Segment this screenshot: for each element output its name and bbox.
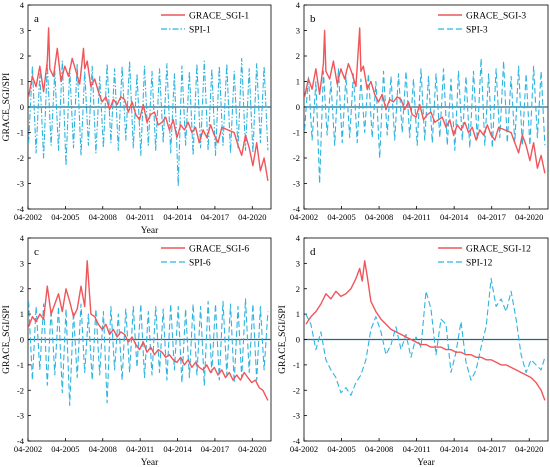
- x-tick-label: 04-2014: [440, 444, 469, 454]
- y-tick-label: -4: [293, 204, 301, 214]
- x-tick-label: 04-2005: [327, 212, 355, 222]
- x-tick-label: 04-2008: [365, 444, 393, 454]
- y-tick-label: 4: [20, 233, 25, 243]
- x-tick-label: 04-2005: [51, 444, 79, 454]
- y-tick-label: -2: [293, 385, 300, 395]
- y-axis-title: GRACE_SGI/SPI: [2, 73, 12, 142]
- legend-entry: SPI-3: [466, 26, 488, 36]
- plot-area: [28, 260, 269, 407]
- series-line-spi-1: [28, 57, 269, 187]
- y-tick-label: -2: [17, 385, 24, 395]
- x-tick-label: 04-2020: [515, 444, 543, 454]
- y-tick-label: -2: [293, 153, 300, 163]
- legend-entry: GRACE_SGI-1: [189, 12, 249, 22]
- x-tick-label: 04-2002: [290, 212, 318, 222]
- series-line-spi-12: [305, 278, 546, 396]
- y-tick-label: 4: [296, 233, 301, 243]
- series-line-spi-3: [304, 57, 546, 185]
- legend-entry: GRACE_SGI-6: [189, 245, 249, 255]
- panel-label: d: [310, 246, 316, 258]
- x-tick-label: 04-2011: [403, 212, 431, 222]
- x-tick-label: 04-2020: [238, 212, 266, 222]
- y-axis-title: GRACE_SGI/SPI: [2, 305, 12, 374]
- x-tick-label: 04-2011: [126, 212, 154, 222]
- y-tick-label: 3: [20, 26, 24, 36]
- y-tick-label: -1: [17, 128, 24, 138]
- y-tick-label: -3: [17, 179, 24, 189]
- series-line-grace-sgi-6: [28, 260, 269, 401]
- series-line-grace-sgi-12: [305, 260, 546, 401]
- chart-panel-c: -4 -3 -2 -1 0 1 2 3 4 04-2002 04-2005 04-2008 04-201…: [2, 233, 272, 467]
- y-tick-label: 2: [20, 284, 24, 294]
- x-tick-label: 04-2017: [478, 212, 506, 222]
- x-axis-title: Year: [141, 458, 159, 467]
- y-tick-label: -3: [17, 411, 24, 421]
- x-tick-label: 04-2020: [515, 212, 543, 222]
- x-tick-label: 04-2014: [163, 212, 192, 222]
- panel-label: b: [310, 13, 316, 25]
- legend-entry: SPI-1: [189, 26, 211, 36]
- y-tick-label: -1: [293, 128, 300, 138]
- x-tick-label: 04-2017: [478, 444, 506, 454]
- x-tick-label: 04-2011: [126, 444, 154, 454]
- x-tick-label: 04-2002: [290, 444, 318, 454]
- plot-area: [304, 27, 546, 185]
- x-tick-label: 04-2005: [327, 444, 355, 454]
- y-tick-label: 3: [296, 26, 300, 36]
- y-tick-label: -1: [293, 360, 300, 370]
- y-tick-label: 0: [20, 335, 24, 345]
- y-tick-label: 4: [20, 0, 25, 10]
- y-tick-label: -1: [17, 360, 24, 370]
- series-line-spi-6: [28, 298, 269, 407]
- x-tick-label: 04-2011: [403, 444, 431, 454]
- y-tick-label: 0: [20, 102, 24, 112]
- y-tick-label: 3: [20, 258, 24, 268]
- panel-label: c: [34, 246, 39, 258]
- chart-panel-b: -4 -3 -2 -1 0 1 2 3 4 04-2002 04-2005 04-2008 04-201…: [290, 0, 549, 222]
- x-tick-label: 04-2008: [89, 212, 117, 222]
- plot-area: [28, 27, 269, 187]
- x-tick-label: 04-2014: [440, 212, 469, 222]
- legend-entry: SPI-12: [466, 259, 493, 269]
- x-tick-label: 04-2008: [89, 444, 117, 454]
- series-line-grace-sgi-3: [304, 27, 546, 174]
- plot-area: [305, 260, 546, 401]
- y-tick-label: 1: [20, 309, 24, 319]
- y-axis-title: GRACE_SGI/SPI: [278, 305, 288, 374]
- y-tick-label: -4: [17, 436, 25, 446]
- x-tick-label: 04-2014: [163, 444, 192, 454]
- panel-label: a: [34, 13, 39, 25]
- x-tick-label: 04-2008: [365, 212, 393, 222]
- y-tick-label: -2: [17, 153, 24, 163]
- series-line-grace-sgi-1: [28, 27, 269, 182]
- x-tick-label: 04-2002: [14, 444, 42, 454]
- y-tick-label: 2: [20, 51, 24, 61]
- chart-panel-a: -4 -3 -2 -1 0 1 2 3 4 04-2002 04-2005 04-2008 04-201…: [2, 0, 272, 236]
- legend-entry: GRACE_SGI-12: [466, 245, 531, 255]
- y-tick-label: 3: [296, 258, 300, 268]
- y-tick-label: -3: [293, 411, 300, 421]
- y-tick-label: 0: [296, 335, 300, 345]
- x-tick-label: 04-2002: [14, 212, 42, 222]
- y-tick-label: 2: [296, 51, 300, 61]
- legend-entry: GRACE_SGI-3: [466, 12, 526, 22]
- x-tick-label: 04-2005: [51, 212, 79, 222]
- y-tick-label: 1: [296, 309, 300, 319]
- x-tick-label: 04-2020: [238, 444, 266, 454]
- legend-entry: SPI-6: [189, 259, 211, 269]
- x-axis-title: Year: [141, 226, 159, 236]
- y-tick-label: 0: [296, 102, 300, 112]
- x-axis-title: Year: [417, 458, 435, 467]
- y-tick-label: 2: [296, 284, 300, 294]
- y-tick-label: 1: [20, 77, 24, 87]
- y-tick-label: -4: [17, 204, 25, 214]
- y-tick-label: -4: [293, 436, 301, 446]
- chart-panel-d: -4 -3 -2 -1 0 1 2 3 4 04-2002 04-2005 04-2008 04-201…: [278, 233, 549, 467]
- x-tick-label: 04-2017: [201, 444, 229, 454]
- y-tick-label: -3: [293, 179, 300, 189]
- y-tick-label: 4: [296, 0, 301, 10]
- y-tick-label: 1: [296, 77, 300, 87]
- x-tick-label: 04-2017: [201, 212, 229, 222]
